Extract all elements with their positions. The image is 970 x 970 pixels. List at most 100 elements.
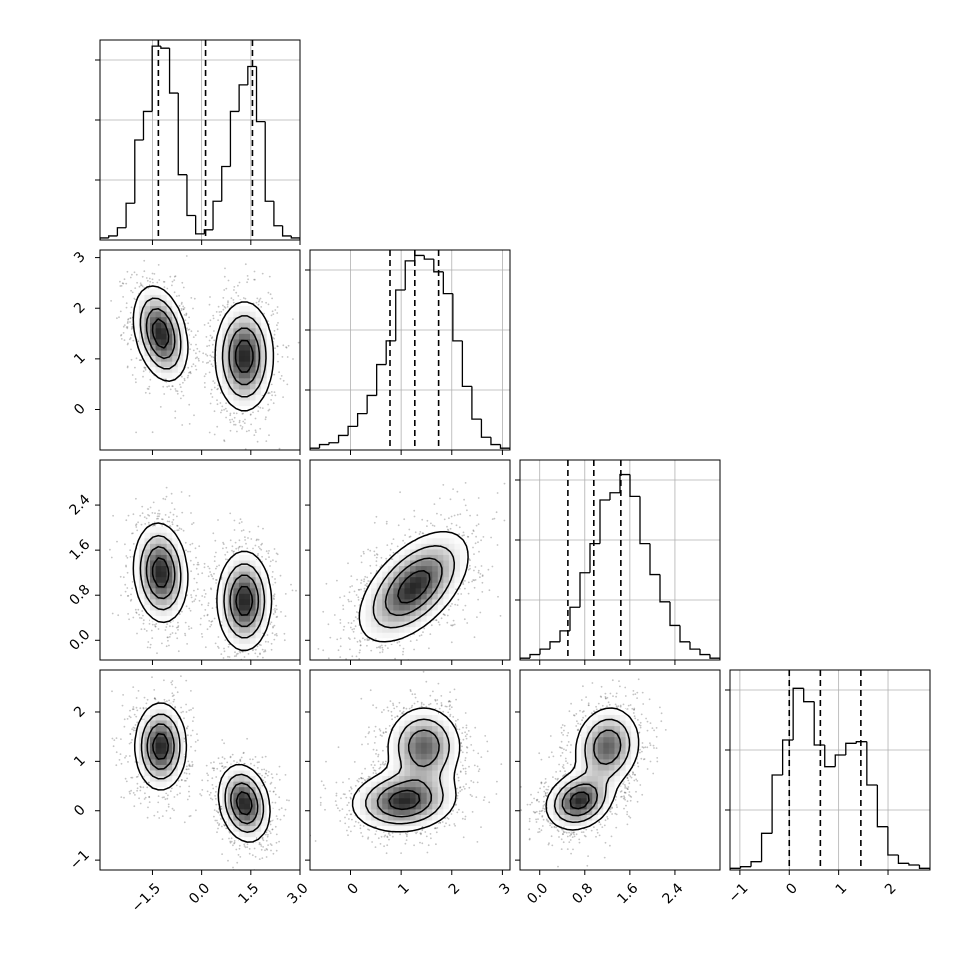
scatter-point	[171, 280, 174, 283]
density-cell	[222, 361, 229, 368]
scatter-point	[141, 505, 144, 508]
scatter-point	[255, 431, 257, 433]
density-cell	[150, 587, 157, 594]
scatter-point	[188, 423, 191, 425]
scatter-point	[180, 390, 183, 393]
density-cell	[233, 582, 240, 589]
density-cell	[155, 615, 162, 622]
scatter-point	[127, 594, 130, 597]
hist-1-bin-4	[347, 425, 358, 436]
density-cell	[238, 637, 245, 644]
scatter-point	[157, 517, 160, 520]
scatter-point	[135, 381, 137, 384]
density-cell	[138, 598, 145, 605]
scatter-point	[182, 305, 185, 308]
density-cell	[144, 593, 151, 600]
scatter-point	[126, 327, 129, 330]
scatter-point	[259, 652, 261, 655]
scatter-point	[225, 558, 227, 561]
scatter-point	[211, 607, 214, 609]
hist-2-bin-18	[699, 649, 710, 656]
density-cell	[166, 554, 173, 561]
scatter-point	[227, 301, 229, 304]
hist-1-bin-16	[461, 340, 472, 388]
scatter-point	[203, 589, 206, 592]
scatter-point	[264, 649, 266, 651]
density-cell	[138, 327, 145, 334]
density-cell	[166, 344, 173, 351]
density-cell	[144, 582, 151, 589]
scatter-point	[147, 388, 150, 390]
scatter-point	[272, 597, 275, 599]
scatter-point	[127, 342, 129, 345]
scatter-point	[261, 407, 264, 409]
density-cell	[133, 565, 140, 572]
scatter-point	[222, 541, 225, 544]
scatter-point	[181, 301, 183, 304]
density-cell	[166, 598, 173, 605]
scatter-point	[187, 366, 190, 369]
scatter-point	[131, 708, 134, 711]
scatter-point	[157, 628, 160, 630]
density-cell	[266, 366, 273, 373]
scatter-point	[259, 547, 261, 550]
scatter-point	[282, 344, 285, 347]
scatter-point	[156, 515, 159, 518]
scatter-point	[182, 286, 185, 289]
density-cell	[222, 615, 229, 622]
density-cell	[155, 576, 162, 583]
scatter-point	[205, 353, 207, 356]
scatter-point	[210, 355, 213, 358]
scatter-point	[217, 636, 220, 638]
scatter-point	[125, 519, 128, 522]
scatter-point	[169, 621, 172, 624]
scatter-point	[246, 547, 249, 550]
density-cell	[138, 316, 145, 323]
scatter-point	[183, 307, 186, 309]
scatter-point	[238, 522, 241, 525]
hist-3-bin-18	[918, 865, 930, 869]
scatter-point	[174, 275, 177, 277]
scatter-point	[165, 495, 168, 498]
density-cell	[222, 366, 229, 373]
density-cell	[172, 316, 179, 323]
density-cell	[250, 400, 257, 407]
hist-2-bin-12	[639, 496, 650, 545]
scatter-point	[255, 539, 258, 542]
scatter-point	[197, 330, 199, 333]
density-cell	[166, 338, 173, 345]
scatter-point	[124, 583, 127, 586]
scatter-point	[254, 278, 256, 281]
scatter-point	[180, 528, 183, 530]
scatter-point	[266, 634, 269, 636]
hist-1-bin-12	[423, 255, 434, 260]
scatter-point	[229, 665, 231, 667]
density-cell	[166, 300, 173, 307]
density-cell	[227, 372, 234, 379]
density-cell	[177, 593, 184, 600]
scatter-point	[222, 657, 225, 659]
scatter-point	[267, 552, 270, 555]
scatter-point	[193, 577, 196, 580]
density-cell	[155, 322, 162, 329]
scatter-point	[142, 375, 144, 378]
scatter-point	[215, 579, 218, 581]
scatter-point	[143, 270, 146, 273]
scatter-point	[209, 571, 212, 573]
scatter-point	[176, 529, 179, 532]
scatter-point	[137, 608, 140, 611]
hist-0-bin-0	[100, 237, 109, 240]
scatter-point	[187, 550, 189, 553]
scatter-point	[270, 314, 273, 317]
scatter-point	[227, 646, 230, 648]
hist-0-bin-7	[160, 46, 170, 49]
scatter-point	[204, 609, 207, 611]
density-cell	[155, 344, 162, 351]
density-cell	[266, 333, 273, 340]
scatter-point	[184, 541, 187, 544]
density-cell	[238, 598, 245, 605]
scatter-point	[189, 371, 192, 373]
density-cell	[155, 350, 162, 357]
scatter-point	[219, 392, 222, 394]
scatter-point	[268, 550, 270, 552]
